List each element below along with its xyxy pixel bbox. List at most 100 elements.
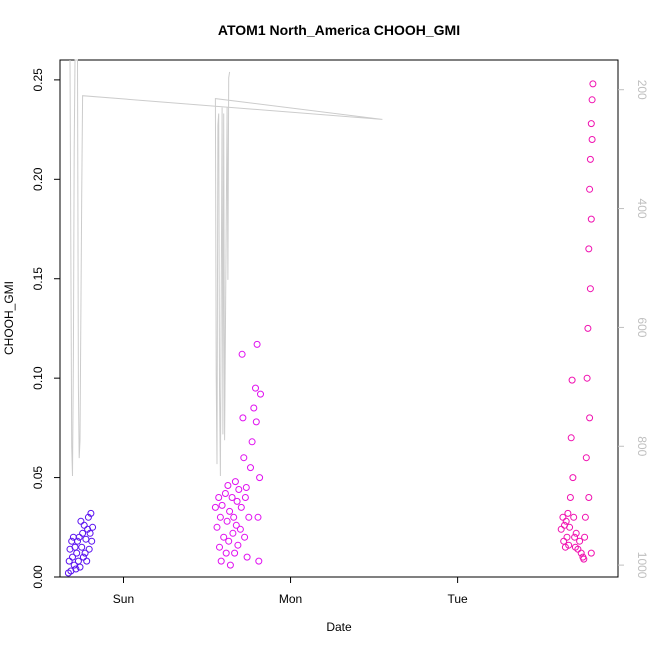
data-point <box>569 474 577 482</box>
data-point <box>89 523 97 531</box>
data-point <box>241 533 249 541</box>
data-point <box>211 503 219 511</box>
plot-frame <box>59 59 619 578</box>
altitude-line <box>69 59 383 477</box>
data-point <box>256 474 264 482</box>
data-point <box>235 486 243 493</box>
data-point <box>586 285 594 293</box>
data-point <box>223 517 231 525</box>
y-tick-label: 0.05 <box>31 466 45 490</box>
data-point <box>80 521 88 529</box>
data-point <box>586 414 594 422</box>
data-point <box>562 517 570 525</box>
data-point <box>563 533 571 541</box>
data-point <box>587 549 595 557</box>
data-point <box>588 96 596 104</box>
altitude-line-layer <box>69 59 383 477</box>
y-tick-label: 0.15 <box>31 267 45 291</box>
y-tick-label: 0.20 <box>31 167 45 191</box>
data-point <box>257 390 264 398</box>
x-axis-label: Date <box>326 620 352 634</box>
data-point <box>72 565 80 573</box>
data-point <box>76 563 84 571</box>
data-point <box>589 80 597 88</box>
data-point <box>252 384 259 392</box>
y-tick-label: 0.25 <box>31 68 45 92</box>
data-point <box>238 350 246 358</box>
data-point <box>572 529 580 537</box>
data-point <box>252 418 260 426</box>
data-point <box>567 434 575 442</box>
data-point <box>217 557 225 565</box>
data-point <box>226 561 234 569</box>
right-tick-label: 600 <box>635 317 649 337</box>
data-point <box>69 553 76 561</box>
right-tick-label: 800 <box>635 436 649 456</box>
data-point <box>232 521 240 529</box>
y-axis-label: CHOOH_GMI <box>2 281 16 355</box>
data-point <box>216 543 223 551</box>
data-point <box>242 484 250 491</box>
data-point <box>226 507 234 515</box>
data-point <box>247 464 254 472</box>
data-point <box>585 245 593 253</box>
data-point <box>77 517 85 525</box>
data-point <box>237 503 245 511</box>
data-point <box>87 509 95 517</box>
data-point <box>245 513 253 521</box>
data-point <box>71 543 79 551</box>
data-point <box>581 513 589 521</box>
data-point <box>576 537 584 545</box>
data-point <box>73 549 81 557</box>
chart-title: ATOM1 North_America CHOOH_GMI <box>218 22 460 38</box>
data-point <box>74 537 81 545</box>
data-point <box>229 529 237 537</box>
data-point <box>570 513 578 521</box>
data-point <box>583 374 591 382</box>
right-tick-label: 400 <box>635 199 649 219</box>
data-point <box>588 136 596 143</box>
data-point <box>580 555 588 563</box>
data-point <box>584 324 592 332</box>
data-point <box>566 523 574 531</box>
data-point <box>213 523 221 531</box>
data-point <box>218 501 226 509</box>
data-point <box>79 529 87 537</box>
data-point <box>233 497 241 505</box>
data-point <box>86 529 94 537</box>
data-point <box>564 509 572 517</box>
data-point <box>254 513 262 521</box>
data-point <box>248 438 256 446</box>
x-tick-label: Tue <box>447 592 468 606</box>
data-point <box>581 533 589 541</box>
data-point <box>224 482 232 489</box>
x-tick-label: Sun <box>113 592 134 606</box>
y-tick-label: 0.10 <box>31 366 45 390</box>
data-point <box>565 541 573 549</box>
data-point <box>566 494 574 501</box>
y-tick-label: 0.00 <box>31 565 45 589</box>
data-point <box>215 494 223 501</box>
data-point <box>75 533 83 541</box>
data-point <box>78 543 86 551</box>
data-point <box>250 404 258 412</box>
data-point <box>234 541 242 549</box>
right-tick-label: 200 <box>635 80 649 100</box>
data-point <box>236 525 244 533</box>
data-point <box>253 340 261 348</box>
data-point <box>85 545 93 553</box>
data-point <box>586 155 594 163</box>
data-point <box>225 537 233 545</box>
data-point <box>216 513 224 521</box>
data-point <box>243 553 251 561</box>
data-point <box>255 557 263 565</box>
data-point <box>240 454 248 462</box>
data-point <box>557 525 565 533</box>
right-tick-label: 1000 <box>635 552 649 579</box>
data-point <box>241 494 249 501</box>
data-point <box>587 215 595 223</box>
axes-layer: 0.00 0.05 0.10 0.15 0.20 0.25 Sun Mon Tue 200 400 6… <box>31 68 649 606</box>
data-point <box>228 494 236 501</box>
data-point <box>231 549 239 557</box>
